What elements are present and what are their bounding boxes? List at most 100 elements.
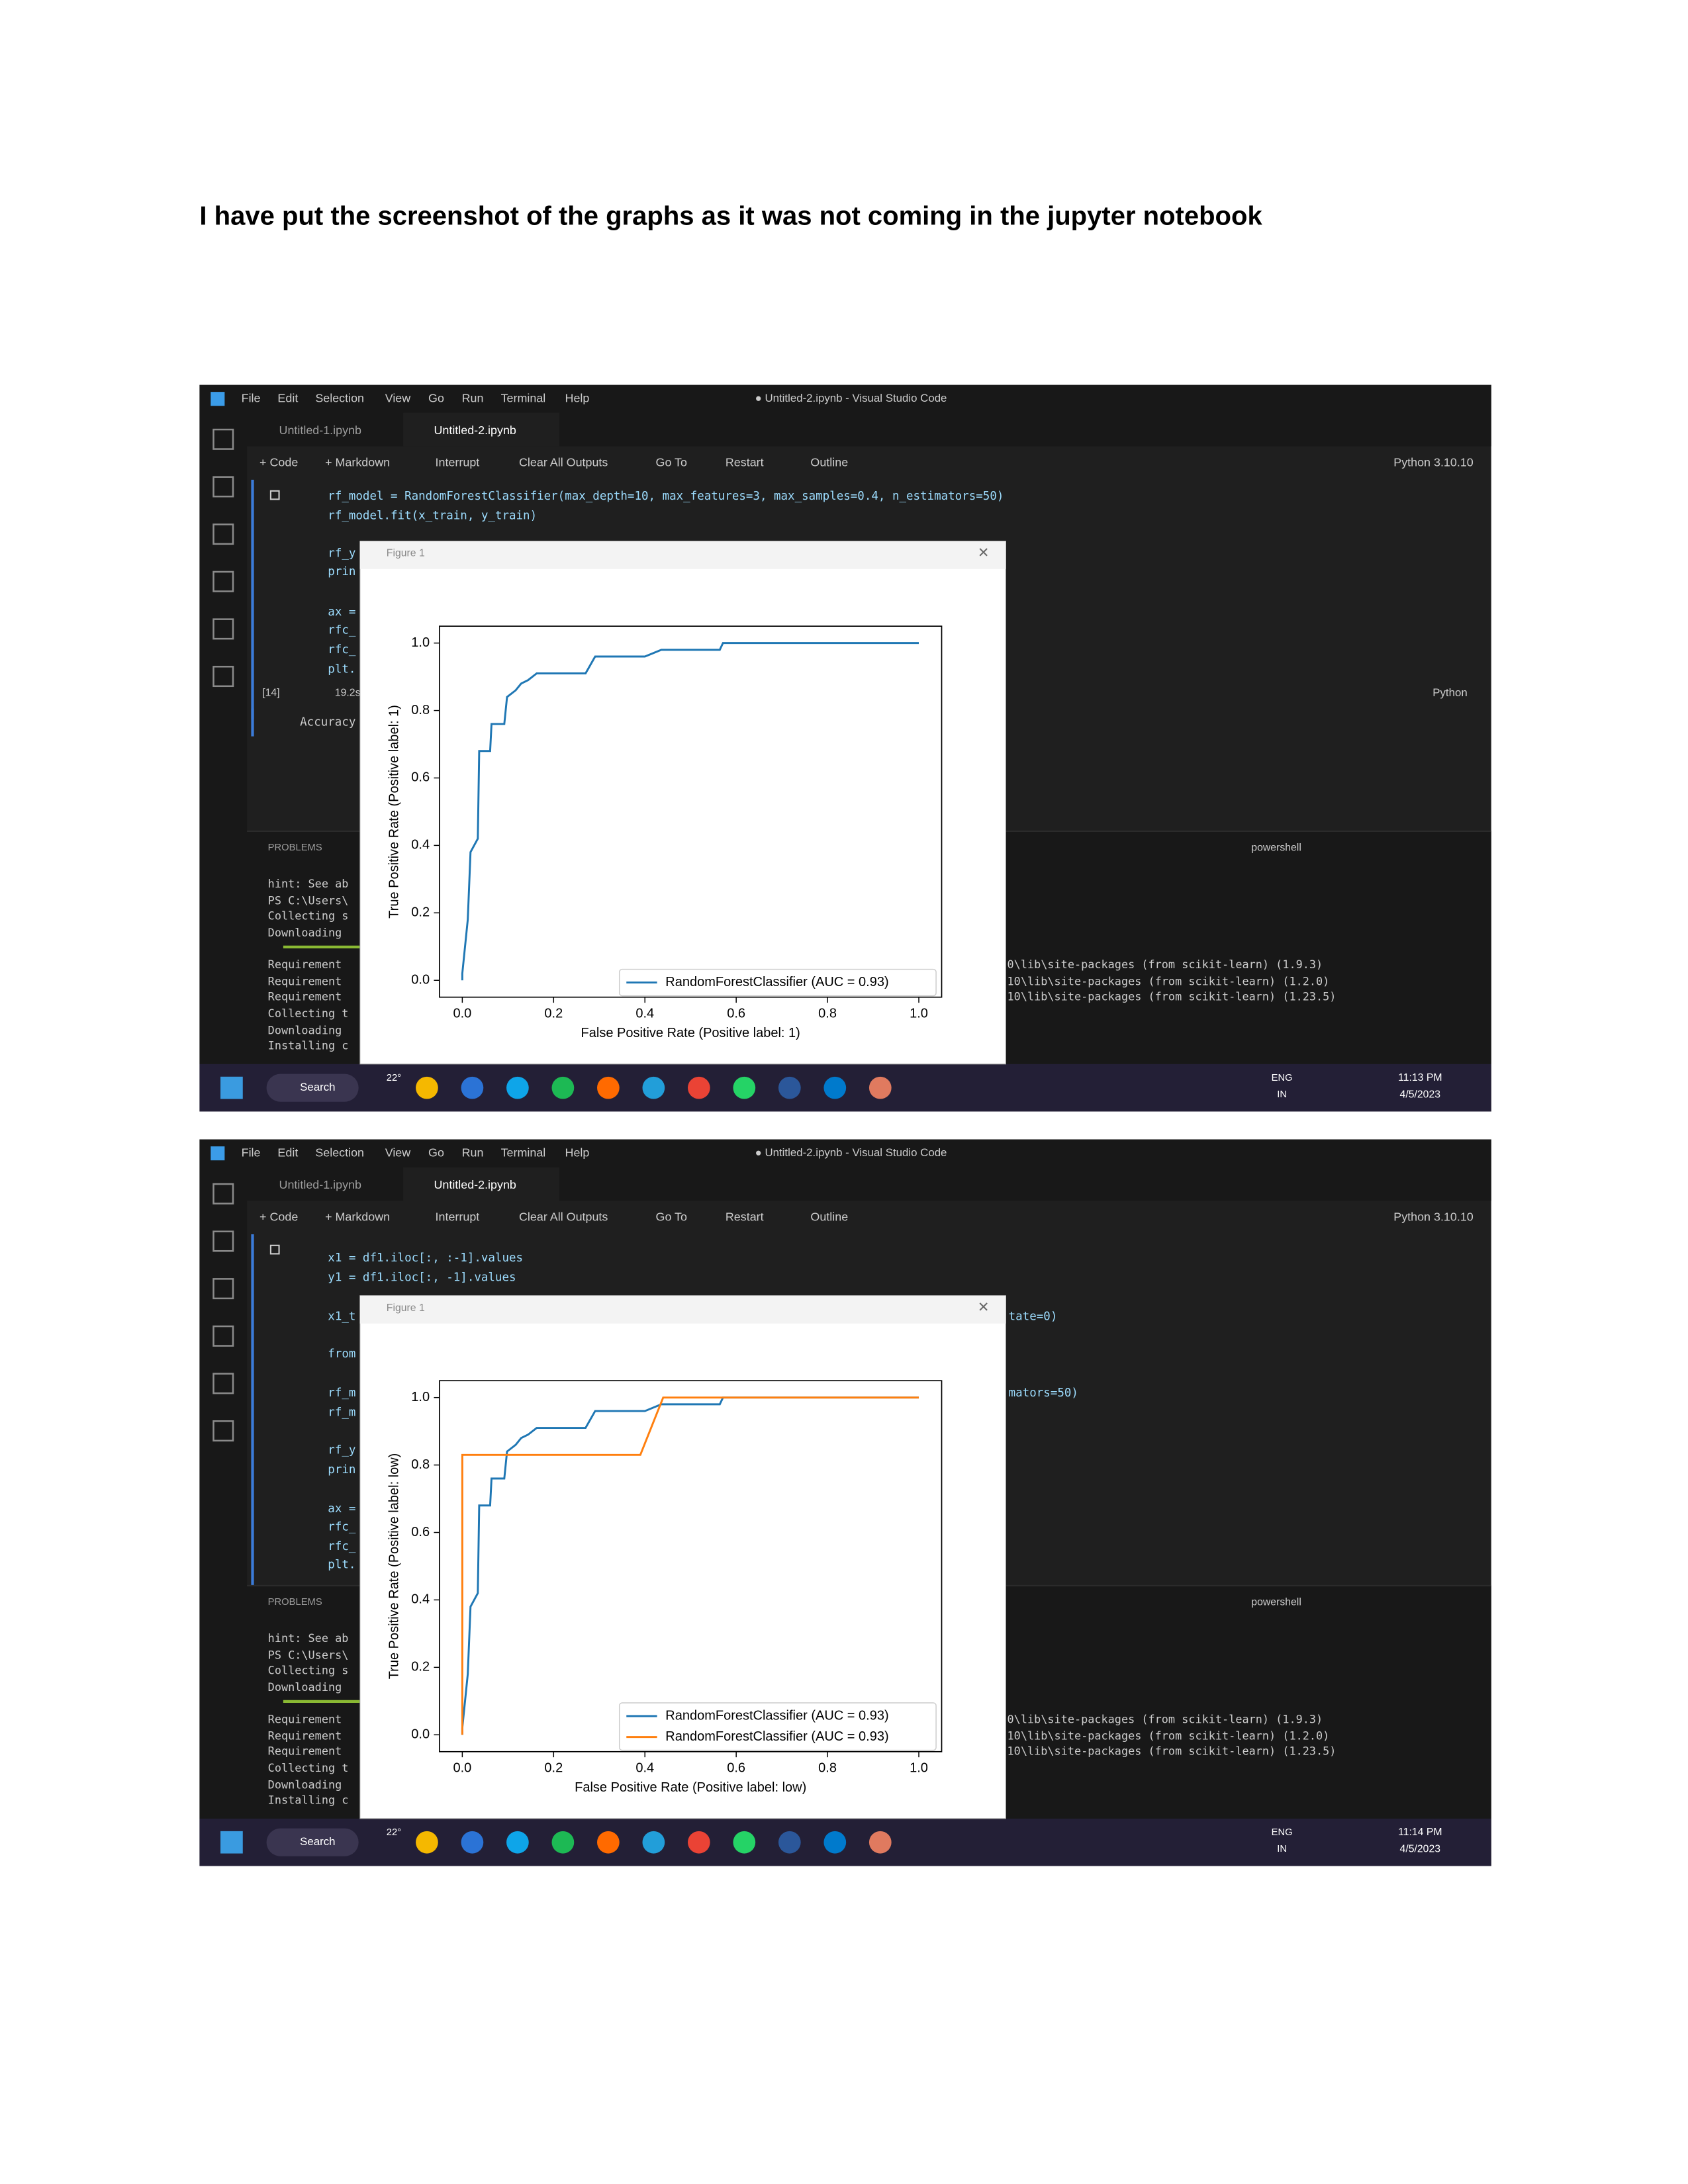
clock-time: 11:13 PM — [1398, 1072, 1442, 1083]
taskbar-icon — [597, 1076, 620, 1099]
code-line: y1 = df1.iloc[:, -1].values — [328, 1271, 516, 1284]
toolbar-item: Restart — [726, 1210, 764, 1223]
taskbar-icon — [733, 1831, 756, 1854]
activity-icon — [212, 428, 234, 450]
activity-icon — [212, 666, 234, 688]
x-tick-label: 0.6 — [727, 1760, 745, 1775]
code-line: rfc_ — [328, 1520, 356, 1533]
roc-curve — [461, 1396, 919, 1735]
terminal-line: 10\lib\site-packages (from scikit-learn)… — [1008, 1729, 1330, 1743]
x-tick-label: 0.8 — [818, 1760, 837, 1775]
menu-item: File — [242, 391, 261, 404]
code-line: from — [328, 1347, 355, 1361]
taskbar-icon — [506, 1076, 529, 1099]
toolbar-item: Interrupt — [436, 1210, 480, 1223]
code-line: mators=50) — [1009, 1387, 1078, 1400]
x-tick-label: 0.0 — [453, 1006, 471, 1021]
y-tick-label: 0.4 — [411, 1592, 430, 1607]
x-tick-label: 0.8 — [818, 1006, 837, 1021]
heading: I have put the screenshot of the graphs … — [199, 201, 1262, 230]
taskbar-icon — [733, 1076, 756, 1099]
code-line: x1_t — [328, 1310, 355, 1323]
taskbar-icon — [461, 1076, 484, 1099]
terminal-line: Requirement — [268, 1745, 342, 1758]
taskbar-icon — [868, 1076, 892, 1099]
toolbar-item: Go To — [656, 1210, 687, 1223]
toolbar-item: Outline — [810, 455, 848, 469]
code-line: rfc_ — [328, 1540, 356, 1553]
taskbar-icon — [778, 1076, 801, 1099]
search-box — [266, 1828, 359, 1856]
code-line: rf_m — [328, 1406, 355, 1420]
activity-icon — [212, 1230, 234, 1252]
region: IN — [1277, 1844, 1287, 1854]
tab: Untitled-2.ipynb — [434, 1178, 516, 1191]
figure-window: Figure 1 ✕ 0.0 0.2 0.4 0.6 0.8 1.0 0.0 0.2 0.4 0.6 0… — [359, 541, 1006, 1065]
code-line: rfc_ — [328, 643, 356, 657]
y-tick-label: 1.0 — [411, 635, 430, 650]
cell-output: Accuracy — [300, 716, 355, 729]
taskbar-icon — [778, 1831, 801, 1854]
menu-item: Run — [462, 1146, 484, 1159]
terminal-line: 0\lib\site-packages (from scikit-learn) … — [1008, 1712, 1323, 1725]
taskbar-icon — [687, 1831, 710, 1854]
toolbar-item: Go To — [656, 455, 687, 469]
terminal-line: 10\lib\site-packages (from scikit-learn)… — [1008, 1745, 1336, 1758]
terminal-line: PS C:\Users\ — [268, 1648, 349, 1661]
terminal-line: 10\lib\site-packages (from scikit-learn)… — [1008, 975, 1330, 988]
y-tick-label: 0.6 — [411, 1525, 430, 1539]
terminal-line: Collecting t — [268, 1007, 349, 1020]
activity-icon — [212, 618, 234, 640]
activity-icon — [212, 1325, 234, 1347]
tab: Untitled-2.ipynb — [434, 424, 516, 437]
x-tick-label: 1.0 — [910, 1760, 928, 1775]
menu-item: Terminal — [501, 391, 546, 404]
code-line: x1 = df1.iloc[:, :-1].values — [328, 1251, 523, 1265]
axes-frame — [439, 625, 943, 998]
y-tick-label: 0.6 — [411, 770, 430, 785]
panel-tab: PROBLEMS — [268, 842, 322, 853]
active-tab — [403, 1167, 560, 1201]
x-axis-label: False Positive Rate (Positive label: 1) — [581, 1026, 800, 1040]
close-button: ✕ — [978, 1300, 990, 1315]
menu-item: Terminal — [501, 1146, 546, 1159]
toolbar-item: Clear All Outputs — [519, 455, 608, 469]
terminal-line: 0\lib\site-packages (from scikit-learn) … — [1008, 958, 1323, 971]
menu-item: Selection — [315, 391, 364, 404]
menu-item: Selection — [315, 1146, 364, 1159]
code-line: ax = — [328, 1502, 355, 1516]
x-tick-label: 0.0 — [453, 1760, 471, 1775]
weather: 22° — [387, 1073, 401, 1083]
taskbar-icon — [642, 1831, 665, 1854]
code-line: tate=0) — [1009, 1310, 1058, 1323]
taskbar-icon — [642, 1076, 665, 1099]
toolbar-item: Outline — [810, 1210, 848, 1223]
panel-tab: PROBLEMS — [268, 1597, 322, 1608]
code-line: plt. — [328, 1558, 355, 1571]
clock-time: 11:14 PM — [1398, 1827, 1442, 1838]
menu-item: File — [242, 1146, 261, 1159]
shell-name: powershell — [1251, 1596, 1301, 1608]
terminal-line: Requirement — [268, 1729, 342, 1743]
menu-item: Go — [428, 1146, 444, 1159]
x-tick-label: 0.4 — [635, 1760, 654, 1775]
toolbar-item: Clear All Outputs — [519, 1210, 608, 1223]
window-title: ● Untitled-2.ipynb - Visual Studio Code — [755, 1146, 947, 1159]
search-box — [266, 1073, 359, 1102]
code-line: rf_y — [328, 1444, 355, 1457]
axes-frame — [439, 1380, 943, 1752]
legend-box — [618, 968, 937, 997]
y-tick-label: 0.2 — [411, 1660, 430, 1674]
terminal-line: Requirement — [268, 1712, 342, 1725]
taskbar-icon — [868, 1831, 892, 1854]
kernel: Python 3.10.10 — [1393, 455, 1474, 469]
x-tick-label: 1.0 — [910, 1006, 928, 1021]
language: ENG — [1272, 1073, 1293, 1083]
start-button — [220, 1831, 243, 1854]
figure-titlebar — [359, 1295, 1006, 1324]
terminal-line: Requirement — [268, 990, 342, 1003]
code-line: rf_y — [328, 547, 355, 561]
figure-titlebar — [359, 541, 1006, 569]
